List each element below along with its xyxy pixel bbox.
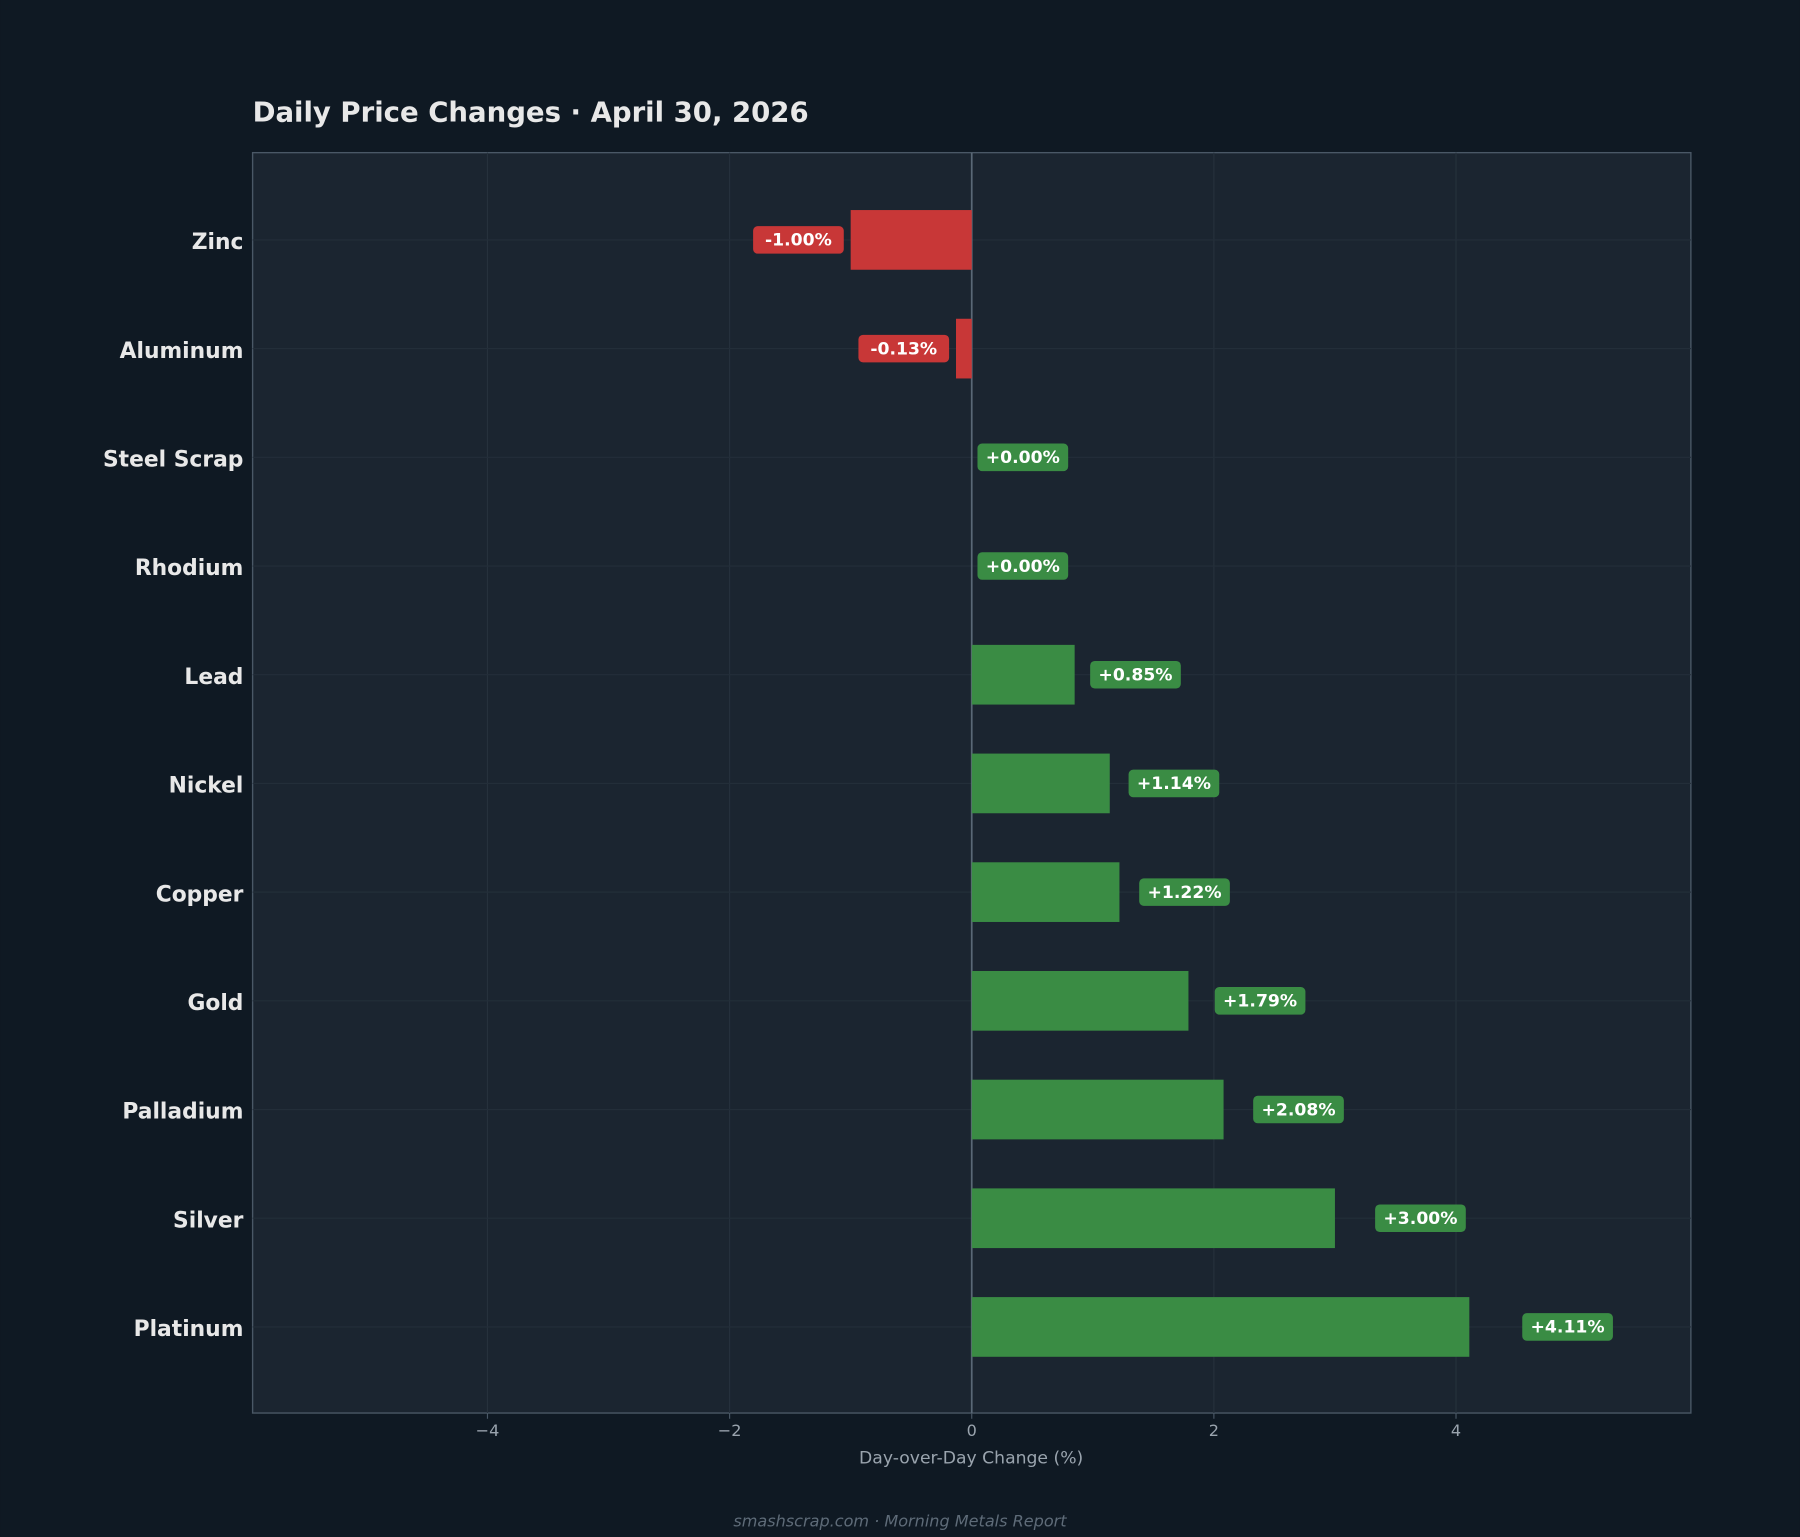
bar [971, 1188, 1335, 1249]
value-label-box [1128, 769, 1220, 798]
y-tick-label: Zinc [192, 230, 244, 255]
value-label: -1.00% [765, 231, 832, 251]
value-label-box [977, 443, 1069, 472]
value-label-box [858, 334, 950, 363]
y-tick-label: Copper [156, 882, 244, 907]
chart-title: Daily Price Changes · April 30, 2026 [253, 97, 809, 129]
bar [971, 862, 1120, 922]
footer: smashscrap.com · Morning Metals Report [733, 1512, 1067, 1531]
value-label-box [753, 226, 844, 254]
x-tick-label: 4 [1451, 1421, 1461, 1440]
bar [971, 970, 1189, 1031]
value-label: +1.79% [1223, 992, 1297, 1012]
value-label: +1.14% [1137, 774, 1211, 794]
bar [971, 1297, 1470, 1357]
y-tick-label: Gold [187, 991, 243, 1016]
x-tick-label: 0 [967, 1421, 977, 1440]
value-label: -0.13% [870, 339, 937, 359]
y-tick-label: Aluminum [120, 339, 244, 364]
value-label-box [977, 552, 1069, 580]
value-label-box [1375, 1204, 1466, 1233]
y-tick-label: Platinum [134, 1317, 244, 1342]
value-label-box [1090, 660, 1181, 689]
bar [971, 644, 1075, 705]
bar [956, 318, 972, 379]
bar [971, 753, 1110, 814]
value-label: +0.85% [1098, 665, 1172, 685]
bar [850, 210, 972, 270]
value-label-box [1139, 878, 1230, 906]
value-label: +1.22% [1147, 883, 1221, 903]
y-tick-label: Rhodium [135, 556, 244, 581]
value-label: +4.11% [1531, 1318, 1605, 1338]
y-tick-label: Palladium [122, 1100, 243, 1125]
x-tick-label: −2 [718, 1421, 742, 1440]
y-tick-label: Steel Scrap [103, 447, 243, 472]
bar [971, 1079, 1224, 1140]
x-axis-label: Day-over-Day Change (%) [859, 1449, 1083, 1469]
value-label-box [1214, 987, 1306, 1015]
x-tick-label: −4 [476, 1421, 500, 1440]
value-label: +2.08% [1261, 1100, 1335, 1120]
value-label: +0.00% [986, 448, 1060, 468]
x-tick-label: 2 [1209, 1421, 1219, 1440]
y-tick-label: Nickel [169, 774, 244, 799]
value-label: +3.00% [1383, 1209, 1457, 1229]
y-tick-label: Lead [184, 665, 243, 690]
y-tick-label: Silver [173, 1208, 244, 1233]
value-label-box [1253, 1095, 1344, 1124]
value-label-box [1522, 1313, 1613, 1341]
value-label: +0.00% [986, 557, 1060, 577]
